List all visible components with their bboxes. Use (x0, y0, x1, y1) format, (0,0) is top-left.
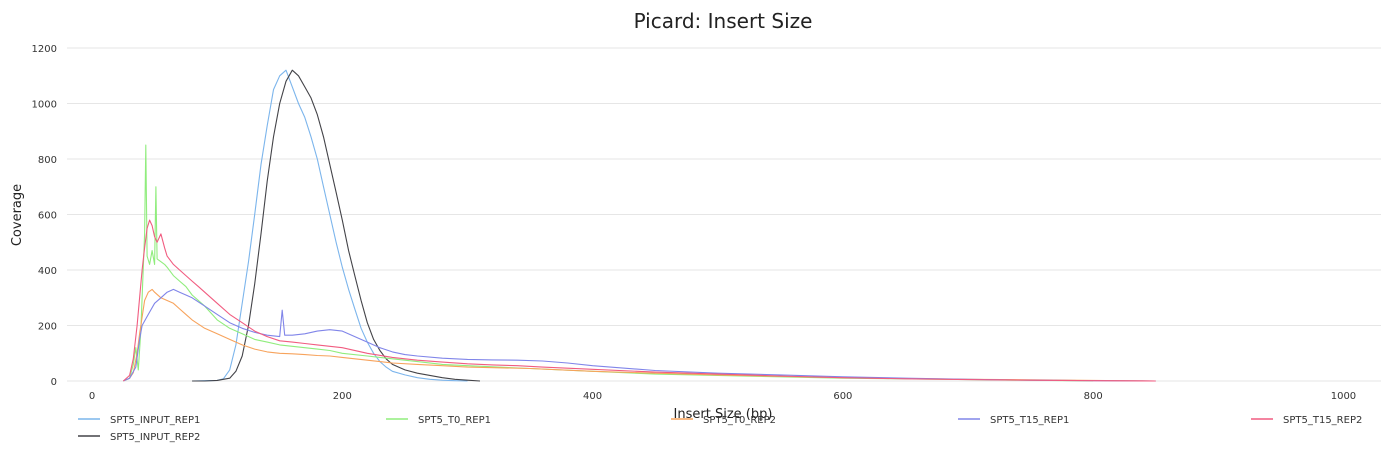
x-tick-label: 600 (833, 391, 852, 402)
legend-item[interactable]: SPT5_INPUT_REP1 (78, 415, 200, 426)
series-line (192, 69, 468, 382)
y-tick-label: 600 (38, 211, 57, 222)
x-tick-label: 200 (333, 391, 352, 402)
x-axis-ticks: 0 200 400 600 800 1000 (89, 391, 1356, 402)
legend-label: SPT5_T0_REP2 (703, 415, 776, 426)
x-tick-label: 1000 (1331, 391, 1356, 402)
x-tick-label: 400 (583, 391, 602, 402)
series-line (192, 69, 481, 382)
y-axis-ticks: 0 200 400 600 800 1000 1200 (32, 44, 57, 388)
legend-item[interactable]: SPT5_T15_REP2 (1251, 415, 1362, 426)
y-tick-label: 0 (51, 377, 57, 388)
legend-label: SPT5_T15_REP1 (990, 415, 1069, 426)
series-line (123, 288, 1156, 382)
gridlines (67, 47, 1381, 382)
legend-item[interactable]: SPT5_T0_REP1 (386, 415, 491, 426)
y-tick-label: 800 (38, 155, 57, 166)
chart-title: Picard: Insert Size (634, 9, 813, 33)
y-tick-label: 400 (38, 266, 57, 277)
series-line (123, 288, 1156, 382)
y-axis-label: Coverage (10, 184, 25, 246)
y-tick-label: 1200 (32, 44, 57, 55)
legend-item[interactable]: SPT5_INPUT_REP2 (78, 432, 200, 443)
legend-item[interactable]: SPT5_T15_REP1 (958, 415, 1069, 426)
x-axis-label: Insert Size (bp) (674, 407, 773, 422)
y-tick-label: 200 (38, 322, 57, 333)
legend-label: SPT5_T15_REP2 (1283, 415, 1362, 426)
legend-label: SPT5_INPUT_REP1 (110, 415, 200, 426)
series-line (123, 144, 1094, 382)
series-lines (122, 69, 1156, 382)
y-tick-label: 1000 (32, 100, 57, 111)
x-tick-label: 0 (89, 391, 95, 402)
legend-item[interactable]: SPT5_T0_REP2 (671, 415, 776, 426)
legend: SPT5_INPUT_REP1 SPT5_INPUT_REP2 SPT5_T0_RE… (78, 415, 1362, 443)
legend-label: SPT5_INPUT_REP2 (110, 432, 200, 443)
x-tick-label: 800 (1084, 391, 1103, 402)
series-line (122, 219, 1156, 382)
legend-label: SPT5_T0_REP1 (418, 415, 491, 426)
